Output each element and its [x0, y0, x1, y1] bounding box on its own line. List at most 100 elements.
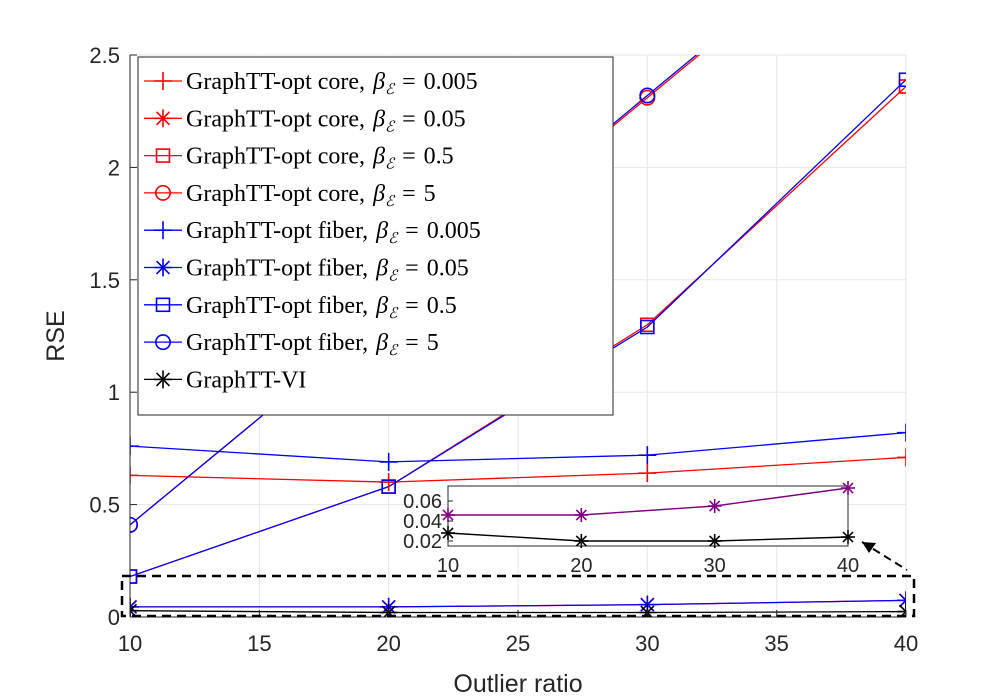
legend-beta-value: 0.005 [427, 218, 481, 244]
y-tick-label: 2 [108, 155, 120, 180]
legend-beta-symbol: β [372, 106, 385, 132]
legend-entry: GraphTT-opt fiber, βℰ = 0.5 [144, 293, 457, 322]
x-tick-label: 20 [376, 631, 400, 656]
legend-series-name: GraphTT-opt fiber, [186, 330, 368, 356]
legend-beta-subscript: ℰ [388, 343, 399, 359]
legend-beta-value: 0.05 [427, 256, 469, 282]
inset-frame [447, 485, 849, 547]
legend-label: GraphTT-opt fiber, βℰ = 5 [186, 330, 439, 359]
inset-x-tick-label: 20 [570, 555, 592, 577]
inset-x-tick-label: 40 [837, 555, 859, 577]
legend-entry: GraphTT-opt fiber, βℰ = 5 [144, 330, 439, 359]
legend-marker [155, 334, 172, 351]
legend-beta-subscript: ℰ [388, 231, 399, 247]
legend-beta-subscript: ℰ [385, 82, 396, 98]
inset-data-point-0-3 [841, 481, 855, 495]
legend-label: GraphTT-opt fiber, βℰ = 0.05 [186, 256, 469, 285]
data-point-0-3 [897, 448, 906, 467]
x-tick-label: 15 [247, 631, 271, 656]
y-tick-label: 2.5 [89, 43, 120, 68]
series-line-4 [130, 432, 906, 463]
y-tick-label: 1.5 [89, 268, 120, 293]
data-point-6-2 [640, 319, 655, 335]
legend-entry: GraphTT-opt core, βℰ = 0.005 [144, 69, 478, 98]
legend-series-name: GraphTT-opt fiber, [186, 293, 368, 319]
legend-series-name: GraphTT-opt core, [186, 69, 365, 95]
legend-beta-symbol: β [375, 293, 388, 319]
legend-entry: GraphTT-VI [144, 367, 306, 393]
legend-beta-symbol: β [372, 69, 385, 95]
legend-beta-subscript: ℰ [388, 269, 399, 285]
legend-label: GraphTT-opt core, βℰ = 0.5 [186, 144, 454, 173]
legend-entry: GraphTT-opt core, βℰ = 0.5 [144, 144, 454, 173]
x-tick-label: 10 [118, 631, 142, 656]
inset-data-point-0-0 [441, 508, 455, 522]
data-point-7-2 [639, 87, 656, 104]
x-tick-label: 35 [764, 631, 788, 656]
legend-equals: = [405, 256, 419, 282]
legend-marker [154, 221, 172, 240]
legend-equals: = [402, 144, 416, 170]
legend-beta-value: 0.5 [427, 293, 457, 319]
legend-marker [155, 184, 172, 201]
legend-series-name: GraphTT-VI [186, 367, 306, 393]
legend-series-name: GraphTT-opt fiber, [186, 256, 368, 282]
legend-equals: = [402, 69, 416, 95]
legend-beta-subscript: ℰ [388, 306, 399, 322]
legend-equals: = [405, 293, 419, 319]
legend-series-name: GraphTT-opt core, [186, 144, 365, 170]
legend-label: GraphTT-opt core, βℰ = 0.05 [186, 106, 466, 135]
legend-beta-subscript: ℰ [385, 119, 396, 135]
legend-marker [155, 148, 171, 163]
inset-y-tick-label: 0.06 [403, 491, 442, 513]
legend-label: GraphTT-opt fiber, βℰ = 0.5 [186, 293, 457, 322]
inset-x-tick-label: 30 [704, 555, 726, 577]
y-tick-label: 0 [108, 605, 120, 630]
legend-entry: GraphTT-opt core, βℰ = 0.05 [144, 106, 466, 135]
data-point-4-0 [130, 437, 139, 456]
legend-entry: GraphTT-opt fiber, βℰ = 0.05 [144, 256, 469, 285]
x-tick-label: 30 [635, 631, 659, 656]
data-point-0-2 [638, 464, 657, 483]
legend-marker [154, 258, 172, 277]
legend-marker [154, 72, 172, 90]
legend-equals: = [402, 181, 416, 207]
inset-plot: 10 20 30 40 0.020.040.06 [403, 481, 859, 577]
x-axis-label: Outlier ratio [453, 670, 582, 698]
series-line-0 [130, 456, 906, 483]
legend-beta-value: 5 [424, 181, 436, 207]
legend-marker [154, 370, 172, 389]
legend-equals: = [405, 330, 419, 356]
data-point-4-1 [379, 452, 398, 471]
legend-beta-value: 0.5 [424, 144, 454, 170]
legend-box [137, 56, 614, 416]
data-point-6-3 [898, 72, 906, 88]
inset-data-point-0-2 [707, 499, 722, 513]
legend-beta-symbol: β [375, 330, 388, 356]
data-point-0-0 [130, 466, 139, 485]
legend-beta-symbol: β [372, 181, 385, 207]
legend-series-name: GraphTT-opt fiber, [186, 218, 368, 244]
inset-data-point-0-1 [574, 508, 589, 522]
inset-data-point-1-0 [441, 526, 455, 540]
data-point-4-3 [897, 423, 906, 442]
inset-data-point-1-3 [841, 530, 855, 544]
legend-marker [154, 109, 172, 128]
x-tick-label: 40 [894, 631, 918, 656]
legend-beta-subscript: ℰ [385, 157, 396, 173]
legend-beta-symbol: β [375, 256, 388, 282]
data-point-4-2 [638, 446, 657, 465]
legend-beta-value: 0.05 [424, 106, 466, 132]
axis-ticks: 10 15 20 25 30 35 40 0 0.5 1 1.5 2 2.5 [89, 43, 918, 656]
x-tick-label: 25 [506, 631, 530, 656]
legend-entry: GraphTT-opt fiber, βℰ = 0.005 [144, 218, 481, 247]
series-line-5 [130, 599, 906, 608]
legend-beta-symbol: β [372, 144, 385, 170]
legend-beta-value: 5 [427, 330, 439, 356]
inset-series-line-1 [447, 532, 849, 542]
legend-beta-subscript: ℰ [385, 194, 396, 210]
inset-y-tick-label: 0.02 [403, 531, 442, 553]
legend-label: GraphTT-opt core, βℰ = 5 [186, 181, 436, 210]
